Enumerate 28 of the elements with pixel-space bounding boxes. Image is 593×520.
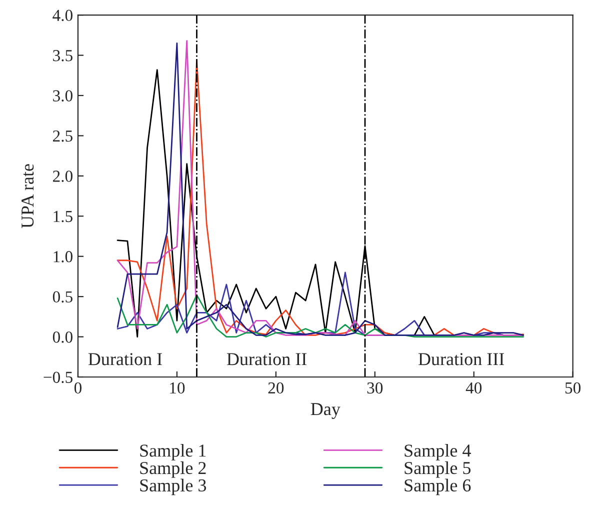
legend-label: Sample 5 <box>404 461 471 478</box>
y-tick-label: 4.0 <box>52 10 72 22</box>
legend-label: Sample 2 <box>140 461 206 478</box>
x-tick-label: 30 <box>367 382 383 394</box>
y-tick-label: 1.0 <box>54 251 72 262</box>
x-tick-label: 40 <box>466 382 482 394</box>
y-axis-title: UPA rate <box>22 164 34 228</box>
y-tick-label: 0.0 <box>52 331 72 343</box>
legend-label: Sample 4 <box>404 444 471 460</box>
x-tick-label: 10 <box>170 382 185 394</box>
legend-label: Sample 1 <box>140 444 206 460</box>
y-tick-label: 3.5 <box>53 50 72 62</box>
line-series <box>116 294 524 338</box>
annotation: Duration II <box>226 353 307 366</box>
annotation: Duration I <box>88 353 162 366</box>
y-tick-label: 1.5 <box>54 210 72 222</box>
y-tick-label: 2.0 <box>53 170 72 182</box>
legend-label: Sample 3 <box>140 478 206 496</box>
x-tick-label: 50 <box>565 382 581 394</box>
y-tick-label: 3.0 <box>53 90 72 102</box>
x-axis-title: Day <box>310 403 340 419</box>
x-tick-label: 20 <box>268 382 284 394</box>
y-tick-label: 0.5 <box>52 291 72 303</box>
legend-label: Sample 6 <box>404 478 471 496</box>
annotation: Duration III <box>418 353 504 366</box>
y-tick-label: −0.5 <box>44 372 72 384</box>
x-tick-label: 0 <box>74 382 82 394</box>
y-tick-label: 2.5 <box>53 130 72 142</box>
